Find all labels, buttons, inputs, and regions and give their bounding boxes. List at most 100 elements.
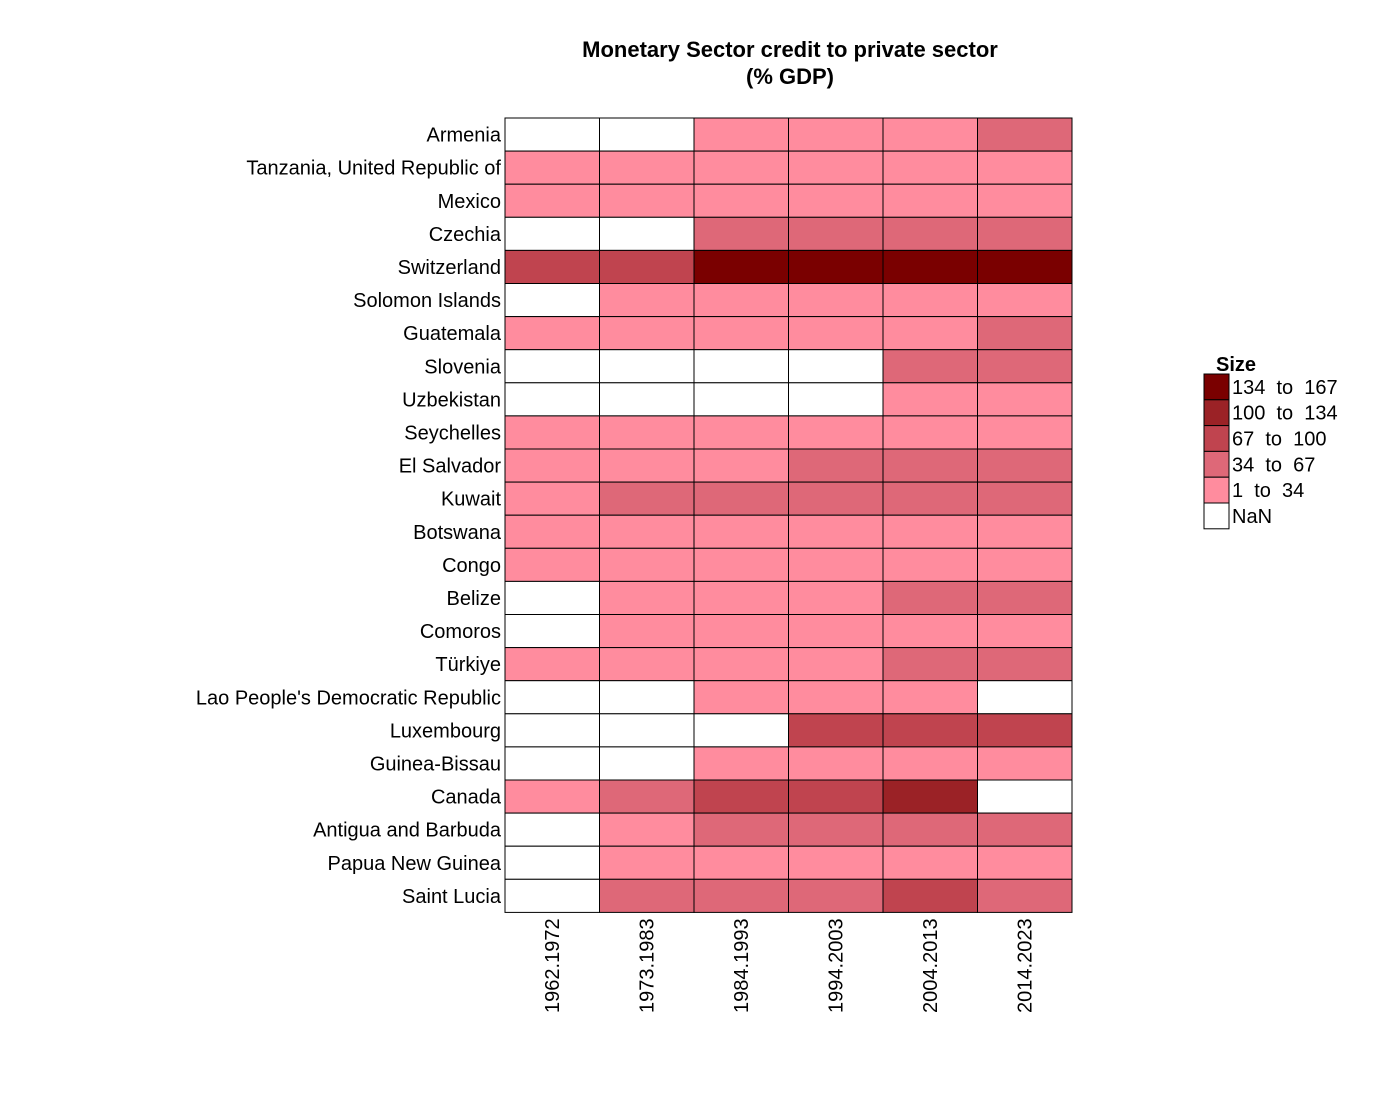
- heatmap-cell: [977, 680, 1073, 715]
- heatmap-cell: [693, 448, 789, 483]
- heatmap-cell: [504, 812, 600, 847]
- heatmap-cell: [977, 514, 1073, 549]
- heatmap-cell: [693, 713, 789, 748]
- heatmap-cell: [504, 779, 600, 814]
- row-label: Luxembourg: [390, 720, 501, 742]
- heatmap-cell: [693, 547, 789, 582]
- heatmap-cell: [882, 349, 978, 384]
- heatmap-cell: [504, 249, 600, 284]
- heatmap-cell: [788, 547, 884, 582]
- heatmap-cell: [504, 713, 600, 748]
- heatmap-cell: [693, 746, 789, 781]
- heatmap-cell: [882, 382, 978, 417]
- heatmap-cell: [693, 514, 789, 549]
- heatmap-cell: [788, 183, 884, 218]
- heatmap-cell: [693, 845, 789, 880]
- heatmap-cell: [504, 216, 600, 251]
- row-label: Armenia: [427, 125, 502, 147]
- heatmap-cell: [693, 316, 789, 351]
- heatmap-cell: [504, 680, 600, 715]
- row-label: Botswana: [413, 522, 502, 544]
- legend-title: Size: [1216, 354, 1256, 376]
- heatmap-cell: [882, 448, 978, 483]
- heatmap-cell: [599, 249, 695, 284]
- heatmap-cell: [882, 779, 978, 814]
- legend-swatch: [1203, 425, 1230, 452]
- heatmap-cell: [882, 316, 978, 351]
- row-label: Congo: [442, 555, 501, 577]
- heatmap-cell: [599, 183, 695, 218]
- heatmap-cell: [788, 249, 884, 284]
- heatmap-cell: [599, 117, 695, 152]
- heatmap-cell: [788, 448, 884, 483]
- chart-subtitle: (% GDP): [746, 64, 834, 89]
- legend-label: 67 to 100: [1232, 429, 1327, 451]
- heatmap-cell: [599, 779, 695, 814]
- heatmap-cell: [693, 216, 789, 251]
- heatmap-cell: [977, 316, 1073, 351]
- heatmap-cell: [788, 283, 884, 318]
- legend-label: 100 to 134: [1232, 403, 1338, 425]
- row-label: Mexico: [438, 191, 501, 213]
- heatmap-cell: [977, 117, 1073, 152]
- heatmap-cell: [504, 614, 600, 649]
- heatmap-cell: [504, 514, 600, 549]
- heatmap-cell: [504, 448, 600, 483]
- row-label: Solomon Islands: [353, 290, 501, 312]
- heatmap-cell: [788, 117, 884, 152]
- column-label: 1994.2003: [826, 918, 848, 1013]
- heatmap-cell: [693, 349, 789, 384]
- heatmap-cell: [504, 580, 600, 616]
- heatmap-cell: [504, 415, 600, 450]
- row-label: Czechia: [429, 224, 502, 246]
- row-label: El Salvador: [399, 456, 502, 478]
- heatmap-cell: [504, 349, 600, 384]
- heatmap-cell: [599, 580, 695, 616]
- heatmap-cell: [977, 249, 1073, 284]
- row-label: Seychelles: [404, 422, 501, 444]
- heatmap-cell: [882, 580, 978, 616]
- row-label: Tanzania, United Republic of: [246, 158, 501, 180]
- heatmap-cell: [788, 514, 884, 549]
- heatmap-cell: [788, 316, 884, 351]
- column-label: 2004.2013: [920, 918, 942, 1013]
- heatmap-cell: [504, 117, 600, 152]
- row-label: Guatemala: [403, 323, 502, 345]
- heatmap-cell: [599, 349, 695, 384]
- heatmap-cell: [788, 614, 884, 649]
- heatmap-cell: [504, 746, 600, 781]
- heatmap-cell: [693, 812, 789, 847]
- row-labels: Armenia Tanzania, United Republic of Mexic…: [196, 125, 502, 908]
- legend-swatch: [1203, 373, 1230, 401]
- row-label: Türkiye: [435, 654, 501, 676]
- heatmap-cell: [977, 183, 1073, 218]
- heatmap-cell: [882, 812, 978, 847]
- row-label: Kuwait: [441, 489, 501, 511]
- legend-label: 134 to 167: [1232, 377, 1338, 399]
- heatmap-cell: [882, 216, 978, 251]
- heatmap-cell: [882, 150, 978, 185]
- heatmap-cell: [693, 249, 789, 284]
- heatmap-cell: [788, 845, 884, 880]
- heatmap-cell: [977, 845, 1073, 880]
- heatmap-cell: [788, 878, 884, 913]
- heatmap-cell: [599, 415, 695, 450]
- row-label: Antigua and Barbuda: [313, 820, 502, 842]
- heatmap-cell: [693, 283, 789, 318]
- heatmap-cell: [788, 481, 884, 516]
- heatmap-cell: [599, 514, 695, 549]
- heatmap-cell: [882, 183, 978, 218]
- heatmap-cell: [693, 614, 789, 649]
- heatmap-cell: [977, 150, 1073, 185]
- legend-items: 134 to 167 100 to 134 67 to 100 34 to 67 1 t…: [1203, 373, 1338, 530]
- row-label: Switzerland: [398, 257, 501, 279]
- heatmap-cell: [504, 647, 600, 682]
- heatmap-cell: [693, 183, 789, 218]
- row-label: Belize: [447, 588, 501, 610]
- heatmap-cell: [504, 547, 600, 582]
- heatmap-cell: [882, 746, 978, 781]
- legend-swatch: [1203, 399, 1230, 427]
- heatmap-cell: [504, 845, 600, 880]
- heatmap-cell: [977, 382, 1073, 417]
